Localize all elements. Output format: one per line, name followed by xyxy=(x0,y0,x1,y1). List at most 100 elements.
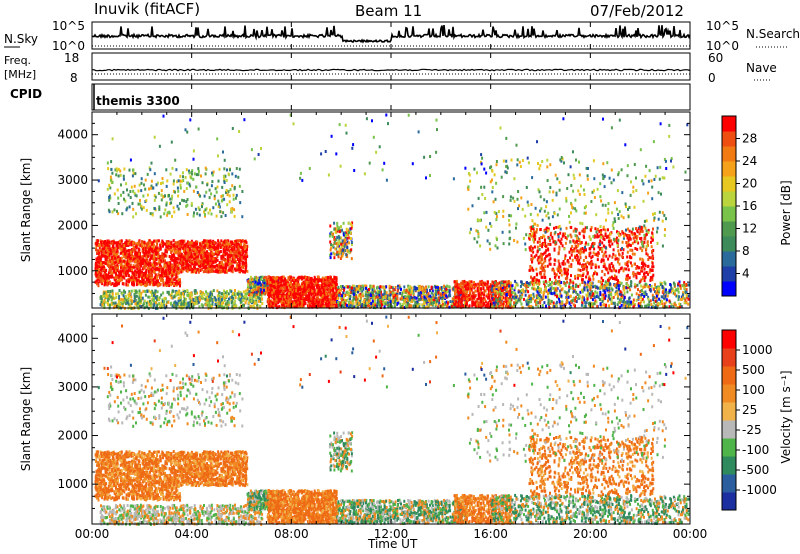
echo-cell xyxy=(175,267,178,271)
echo-cell xyxy=(114,265,117,269)
echo-cell xyxy=(151,294,153,297)
echo-cell xyxy=(156,274,159,278)
echo-cell xyxy=(102,254,104,258)
echo-cell xyxy=(222,250,225,254)
echo-cell xyxy=(97,251,100,255)
echo-cell xyxy=(303,289,306,293)
echo-cell xyxy=(154,267,157,271)
echo-cell xyxy=(99,275,102,279)
echo-cell xyxy=(245,295,248,299)
echo-cell xyxy=(262,288,265,292)
echo-cell xyxy=(309,304,311,308)
echo-cell xyxy=(107,282,110,286)
echo-cell xyxy=(166,263,169,267)
echo-cell xyxy=(98,248,101,252)
echo-cell xyxy=(103,254,106,258)
echo-cell xyxy=(136,254,139,258)
echo-cell xyxy=(111,255,114,259)
echo-cell xyxy=(143,260,146,264)
echo-cell xyxy=(191,262,194,266)
echo-cell xyxy=(159,266,162,270)
echo-cell xyxy=(157,239,160,243)
echo-cell xyxy=(136,301,139,305)
echo-cell xyxy=(151,269,153,273)
echo-cell xyxy=(220,239,223,243)
echo-cell xyxy=(271,279,274,283)
echo-cell xyxy=(116,253,119,257)
noise-left-tick-bottom: 10^0 xyxy=(52,39,85,53)
echo-cell xyxy=(144,260,147,264)
echo-cell xyxy=(177,263,180,267)
echo-cell xyxy=(124,268,127,272)
echo-cell xyxy=(229,258,232,261)
echo-cell xyxy=(168,284,171,287)
echo-cell xyxy=(171,289,174,293)
echo-cell xyxy=(186,253,189,257)
echo-cell xyxy=(148,239,151,243)
echo-cell xyxy=(133,276,136,280)
echo-cell xyxy=(222,254,225,258)
echo-cell xyxy=(317,304,320,308)
echo-cell xyxy=(146,241,149,245)
echo-cell xyxy=(209,254,212,258)
echo-cell xyxy=(117,275,120,279)
echo-cell xyxy=(328,301,331,305)
echo-cell xyxy=(101,261,104,265)
echo-cell xyxy=(328,289,331,293)
echo-cell xyxy=(120,270,123,274)
echo-cell xyxy=(410,286,413,290)
echo-cell xyxy=(225,240,228,244)
echo-cell xyxy=(392,288,395,292)
echo-cell xyxy=(106,259,108,263)
echo-cell xyxy=(215,249,218,253)
echo-cell xyxy=(159,282,162,286)
echo-cell xyxy=(161,256,164,260)
echo-cell xyxy=(143,264,146,268)
echo-cell xyxy=(317,298,320,301)
echo-cell xyxy=(138,292,141,296)
echo-cell xyxy=(104,258,107,262)
echo-cell xyxy=(135,264,138,268)
echo-cell xyxy=(219,246,222,249)
echo-cell xyxy=(221,304,224,308)
echo-cell xyxy=(114,304,117,308)
echo-cell xyxy=(163,296,166,300)
echo-cell xyxy=(238,254,240,258)
echo-cell xyxy=(284,289,287,293)
echo-cell xyxy=(204,259,206,263)
echo-cell xyxy=(144,289,147,293)
echo-cell xyxy=(272,302,275,306)
echo-cell xyxy=(176,241,179,244)
echo-cell xyxy=(125,265,128,269)
echo-cell xyxy=(291,285,294,289)
echo-cell xyxy=(149,275,152,279)
echo-cell xyxy=(97,271,99,275)
echo-cell xyxy=(158,268,161,272)
echo-cell xyxy=(156,251,159,255)
echo-cell xyxy=(146,274,149,278)
echo-cell xyxy=(178,243,180,247)
echo-cell xyxy=(121,269,124,273)
echo-cell xyxy=(326,298,329,302)
echo-cell xyxy=(277,301,280,305)
echo-cell xyxy=(420,295,423,299)
echo-cell xyxy=(234,292,237,296)
echo-cell xyxy=(310,279,313,283)
echo-cell xyxy=(206,270,209,274)
echo-cell xyxy=(243,294,246,298)
echo-cell xyxy=(94,261,97,265)
echo-cell xyxy=(137,266,140,270)
echo-cell xyxy=(324,302,327,306)
echo-cell xyxy=(307,288,310,292)
echo-cell xyxy=(359,294,362,298)
echo-cell xyxy=(324,283,326,287)
freq-left-tick-bottom: 8 xyxy=(70,71,78,85)
echo-cell xyxy=(199,242,202,246)
echo-cell xyxy=(108,256,111,260)
echo-cell xyxy=(162,244,164,248)
echo-cell xyxy=(112,249,114,253)
echo-cell xyxy=(397,284,399,288)
echo-cell xyxy=(166,245,169,249)
echo-cell xyxy=(110,268,112,271)
